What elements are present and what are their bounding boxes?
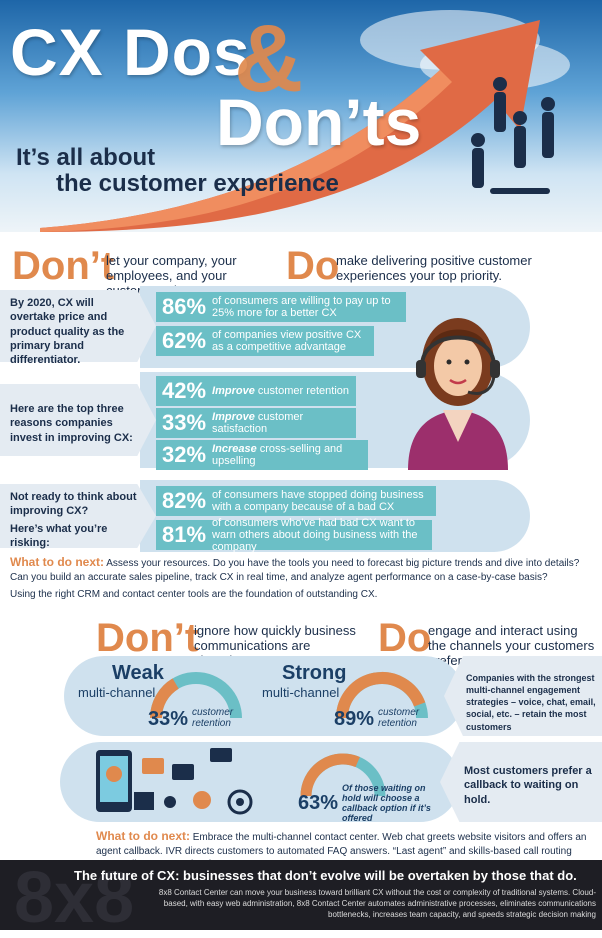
envelope-icon [142,758,164,774]
stat-42: 42% Improve customer retention [156,376,356,406]
footer-headline: The future of CX: businesses that don’t … [74,868,577,883]
stat-pct: 62% [162,328,207,353]
strong-title: Strong [282,662,347,684]
weak-gauge [150,672,242,719]
stat-desc: of companies view positive CX as a compe… [212,328,362,353]
stat-86: 86% of consumers are willing to pay up t… [156,292,406,322]
business-people-icon [471,77,555,194]
stat-82: 82% of consumers have stopped doing busi… [156,486,436,516]
stat-bold: Improve [212,384,255,397]
strong-sub: multi-channel [262,685,340,700]
next-steps-text-2: Using the right CRM and contact center t… [10,589,378,600]
group2-label: Here are the top three reasons companies… [10,403,133,444]
callback-gauge [300,753,386,797]
do-heading-2: Do [378,616,432,660]
growth-arrow-illustration [40,20,555,232]
weak-title: Weak [112,662,164,684]
side-text-1: Companies with the strongest multi-chann… [466,673,596,732]
group3-label-b: Here’s what you’re risking: [10,523,108,550]
stat-desc: of consumers are willing to pay up to 25… [212,294,391,319]
strong-unit: customer retention [378,707,420,729]
title-ampersand: & [234,5,304,112]
gift-icon [134,792,154,810]
callback-gauge-fill [300,753,360,797]
stat-pct: 82% [162,488,207,513]
headset-agent-illustration [408,318,508,470]
next-steps-1: What to do next: Assess your resources. … [10,554,595,584]
stat-pct: 81% [162,522,207,547]
next-steps-heading: What to do next: [10,555,104,569]
do-heading: Do [286,244,340,288]
stat-62: 62% of companies view positive CX as a c… [156,326,374,356]
label-arrow-2 [0,384,156,456]
stat-33: 33% Improve customer satisfaction [156,408,356,438]
weak-sub: multi-channel [78,685,156,700]
arrow-shape [40,20,540,232]
do-text: make delivering positive customer experi… [336,253,532,283]
stat-desc: of consumers have stopped doing business… [212,488,424,513]
weak-gauge-fill [150,678,179,719]
stat-81: 81% of consumers who’ve had bad CX want … [156,516,432,554]
stat-bold: Increase [212,442,257,455]
card-icon [210,748,232,762]
weak-pct: 33% [148,708,189,730]
footer: 8x8 The future of CX: businesses that do… [0,860,602,934]
hero-banner [0,0,602,232]
agent-avatar-icon [106,766,122,782]
dont-heading-2: Don’t [96,616,199,660]
strong-gauge-fill [336,672,426,719]
arrow-highlight [40,70,452,232]
stat-pct: 33% [162,410,207,435]
person-icon [193,791,211,809]
callback-pct: 63% [298,792,339,814]
weak-unit: customer retention [192,707,234,729]
group1-label: By 2020, CX will overtake price and prod… [10,297,125,367]
gear-icon [164,796,176,808]
do-text-2: engage and interact using the channels y… [428,623,595,668]
label-arrow-1 [0,290,156,362]
stat-32: 32% Increase cross-selling and upselling [156,440,368,470]
dont-heading: Don’t [12,244,115,288]
stat-desc: of consumers who’ve had bad CX want to w… [212,516,418,554]
brand-watermark: 8x8 [14,858,135,938]
side-text-2: Most customers prefer a callback to wait… [464,765,592,806]
side-arrow-2 [440,742,602,822]
title-cx-dos: CX Dos [10,15,251,89]
group3-label-a: Not ready to think about improving CX? [10,491,137,518]
callback-text: Of those waiting on hold will choose a c… [342,783,431,823]
strong-pct: 89% [334,708,375,730]
footer-body: 8x8 Contact Center can move your busines… [158,888,596,919]
side-arrow-1 [444,656,602,736]
subtitle-line2: the customer experience [56,170,339,197]
stat-pct: 86% [162,294,207,319]
subtitle-line1: It’s all about [16,144,156,171]
stat-pct: 42% [162,378,207,403]
stat-bold: Improve [212,410,255,423]
next-steps-text: Assess your resources. Do you have the t… [10,558,580,583]
target-icon [227,789,253,815]
gauge-band [64,656,464,736]
label-arrow-3 [0,484,156,548]
strong-gauge [336,672,428,719]
channels-illustration [96,748,253,815]
title-donts: Don’ts [216,85,422,159]
stat-pct: 32% [162,442,207,467]
chat-icon [172,764,194,780]
stat-desc: cross-selling and upselling [212,442,343,467]
stat-desc: customer retention [254,384,349,397]
stat-desc: customer satisfaction [212,410,304,435]
next-steps-heading-2: What to do next: [96,829,190,843]
